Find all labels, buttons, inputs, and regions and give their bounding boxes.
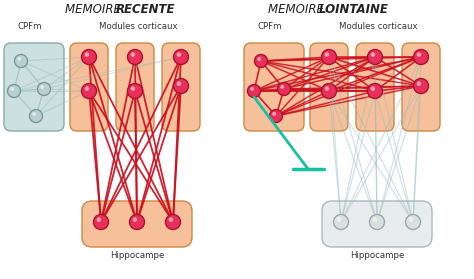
Circle shape [173,78,189,93]
Circle shape [334,215,348,230]
Circle shape [29,109,43,122]
Circle shape [15,54,27,68]
Circle shape [82,49,97,64]
FancyBboxPatch shape [4,43,64,131]
Circle shape [131,86,135,91]
Text: MEMOIRE: MEMOIRE [65,3,125,16]
Circle shape [165,215,181,230]
Circle shape [32,112,36,116]
Text: CPFm: CPFm [258,22,282,31]
Circle shape [255,54,267,68]
Circle shape [367,83,383,98]
Circle shape [409,217,413,222]
FancyBboxPatch shape [356,43,394,131]
FancyBboxPatch shape [162,43,200,131]
Text: RECENTE: RECENTE [116,3,175,16]
Circle shape [417,81,421,86]
Circle shape [277,83,291,95]
FancyBboxPatch shape [244,43,304,131]
Circle shape [85,86,89,91]
FancyBboxPatch shape [322,201,432,247]
Circle shape [129,215,145,230]
Circle shape [405,215,420,230]
Circle shape [371,52,375,57]
Circle shape [367,49,383,64]
FancyBboxPatch shape [82,201,192,247]
FancyBboxPatch shape [70,43,108,131]
Circle shape [247,85,261,97]
Circle shape [272,112,276,116]
Circle shape [82,83,97,98]
Circle shape [37,83,51,95]
Circle shape [133,217,137,222]
Circle shape [337,217,341,222]
Circle shape [40,85,44,89]
Circle shape [413,78,428,93]
Circle shape [270,109,283,122]
Circle shape [97,217,101,222]
Circle shape [370,215,384,230]
Circle shape [371,86,375,91]
Text: Modules corticaux: Modules corticaux [339,22,417,31]
Circle shape [128,49,143,64]
Text: Hippocampe: Hippocampe [110,251,164,260]
FancyBboxPatch shape [116,43,154,131]
Text: LOINTAINE: LOINTAINE [319,3,389,16]
Circle shape [173,49,189,64]
Circle shape [93,215,109,230]
FancyBboxPatch shape [310,43,348,131]
Circle shape [169,217,173,222]
Circle shape [17,57,21,61]
Text: CPFm: CPFm [18,22,42,31]
Circle shape [10,87,14,91]
Text: Hippocampe: Hippocampe [350,251,404,260]
Circle shape [417,52,421,57]
Circle shape [257,57,261,61]
Circle shape [128,83,143,98]
Circle shape [413,49,428,64]
Circle shape [131,52,135,57]
Circle shape [8,85,20,97]
Circle shape [321,83,337,98]
FancyBboxPatch shape [402,43,440,131]
Circle shape [325,52,329,57]
Circle shape [373,217,377,222]
Circle shape [85,52,89,57]
Circle shape [177,81,181,86]
Text: MEMOIRE: MEMOIRE [268,3,328,16]
Circle shape [177,52,181,57]
Circle shape [321,49,337,64]
Circle shape [250,87,254,91]
Circle shape [325,86,329,91]
Circle shape [280,85,284,89]
Text: Modules corticaux: Modules corticaux [99,22,177,31]
